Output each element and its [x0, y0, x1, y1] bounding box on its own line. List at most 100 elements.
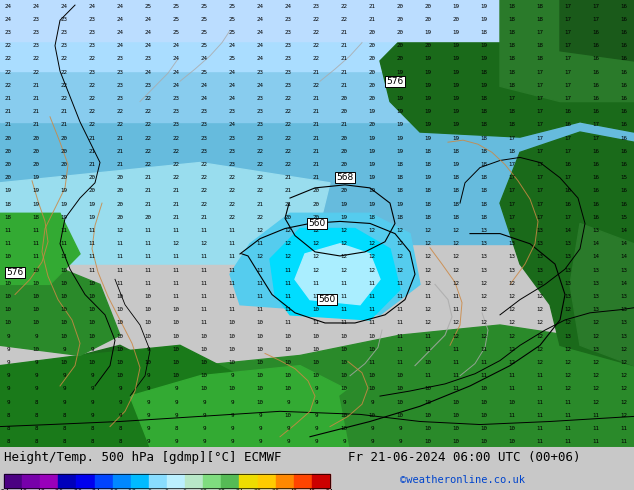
- Text: 11: 11: [172, 281, 179, 286]
- Text: 9: 9: [174, 400, 178, 405]
- Text: 17: 17: [536, 149, 543, 154]
- Text: 10: 10: [481, 413, 488, 418]
- Text: 11: 11: [172, 228, 179, 233]
- Text: 8: 8: [90, 426, 94, 431]
- Text: 17: 17: [536, 202, 543, 207]
- Text: 8: 8: [34, 440, 38, 444]
- Text: 19: 19: [368, 162, 375, 167]
- Text: 17: 17: [536, 109, 543, 114]
- Text: 9: 9: [90, 347, 94, 352]
- Text: 19: 19: [425, 83, 432, 88]
- Text: 11: 11: [228, 254, 235, 260]
- Text: 22: 22: [285, 136, 292, 141]
- Text: 13: 13: [564, 241, 571, 246]
- Text: 22: 22: [145, 109, 152, 114]
- Text: 560: 560: [308, 219, 326, 228]
- Text: 20: 20: [32, 136, 39, 141]
- Text: 12: 12: [621, 413, 628, 418]
- Text: 19: 19: [481, 83, 488, 88]
- Text: 11: 11: [453, 294, 460, 299]
- Text: 8: 8: [62, 413, 66, 418]
- Text: 11: 11: [200, 281, 207, 286]
- Text: 11: 11: [368, 281, 375, 286]
- Text: 10: 10: [117, 307, 124, 312]
- Text: 9: 9: [90, 387, 94, 392]
- Text: 20: 20: [60, 136, 67, 141]
- Text: 12: 12: [285, 241, 292, 246]
- Text: 17: 17: [564, 43, 571, 48]
- Text: 11: 11: [285, 281, 292, 286]
- Text: 21: 21: [313, 70, 320, 74]
- Text: 21: 21: [257, 202, 264, 207]
- Text: 9: 9: [146, 413, 150, 418]
- Text: 10: 10: [285, 413, 292, 418]
- Text: 23: 23: [89, 30, 96, 35]
- Text: 13: 13: [621, 307, 628, 312]
- Bar: [240, 474, 257, 488]
- Text: 8: 8: [90, 440, 94, 444]
- Text: 10: 10: [117, 334, 124, 339]
- Text: 12: 12: [621, 347, 628, 352]
- Text: 10: 10: [481, 387, 488, 392]
- Text: 16: 16: [621, 43, 628, 48]
- Text: 23: 23: [89, 70, 96, 74]
- Text: 23: 23: [60, 30, 67, 35]
- Text: 21: 21: [32, 83, 39, 88]
- Text: 10: 10: [117, 294, 124, 299]
- Text: 8: 8: [174, 426, 178, 431]
- Text: 9: 9: [202, 413, 206, 418]
- Text: 11: 11: [396, 360, 403, 365]
- Text: 11: 11: [564, 426, 571, 431]
- Text: 12: 12: [564, 360, 571, 365]
- Text: 11: 11: [313, 294, 320, 299]
- Text: -24: -24: [89, 489, 101, 490]
- Text: 23: 23: [257, 70, 264, 74]
- Text: 9: 9: [370, 400, 374, 405]
- Text: 10: 10: [340, 413, 347, 418]
- Text: 19: 19: [453, 56, 460, 61]
- Text: 23: 23: [228, 162, 235, 167]
- Text: 20: 20: [32, 149, 39, 154]
- Text: 19: 19: [396, 83, 403, 88]
- Text: 19: 19: [60, 189, 67, 194]
- Text: 24: 24: [4, 3, 11, 9]
- Text: 11: 11: [145, 241, 152, 246]
- Text: 23: 23: [200, 109, 207, 114]
- Text: 18: 18: [481, 189, 488, 194]
- Text: 23: 23: [145, 83, 152, 88]
- Polygon shape: [295, 244, 380, 305]
- Text: 21: 21: [4, 109, 11, 114]
- Text: 24: 24: [89, 3, 96, 9]
- Text: -6: -6: [145, 489, 153, 490]
- Text: 10: 10: [285, 387, 292, 392]
- Text: 18: 18: [508, 43, 515, 48]
- Text: 16: 16: [621, 122, 628, 127]
- Text: 10: 10: [368, 373, 375, 378]
- Text: 17: 17: [564, 30, 571, 35]
- Text: 21: 21: [117, 136, 124, 141]
- Text: 13: 13: [481, 241, 488, 246]
- Text: 13: 13: [481, 254, 488, 260]
- Text: 24: 24: [228, 96, 235, 101]
- Text: 17: 17: [564, 96, 571, 101]
- Bar: [113, 474, 131, 488]
- Text: 20: 20: [340, 96, 347, 101]
- Text: 13: 13: [564, 268, 571, 272]
- Text: 21: 21: [340, 122, 347, 127]
- Text: 19: 19: [453, 70, 460, 74]
- Text: 48: 48: [308, 489, 316, 490]
- Text: 16: 16: [564, 189, 571, 194]
- Text: 20: 20: [340, 189, 347, 194]
- Text: 22: 22: [4, 83, 11, 88]
- Text: 11: 11: [32, 228, 39, 233]
- Text: 21: 21: [368, 3, 375, 9]
- Text: -30: -30: [70, 489, 82, 490]
- Text: 18: 18: [508, 70, 515, 74]
- Text: 21: 21: [340, 83, 347, 88]
- Text: 10: 10: [425, 387, 432, 392]
- Text: 10: 10: [425, 400, 432, 405]
- Text: 12: 12: [285, 254, 292, 260]
- Text: 13: 13: [564, 294, 571, 299]
- Text: 12: 12: [453, 334, 460, 339]
- Polygon shape: [500, 132, 634, 366]
